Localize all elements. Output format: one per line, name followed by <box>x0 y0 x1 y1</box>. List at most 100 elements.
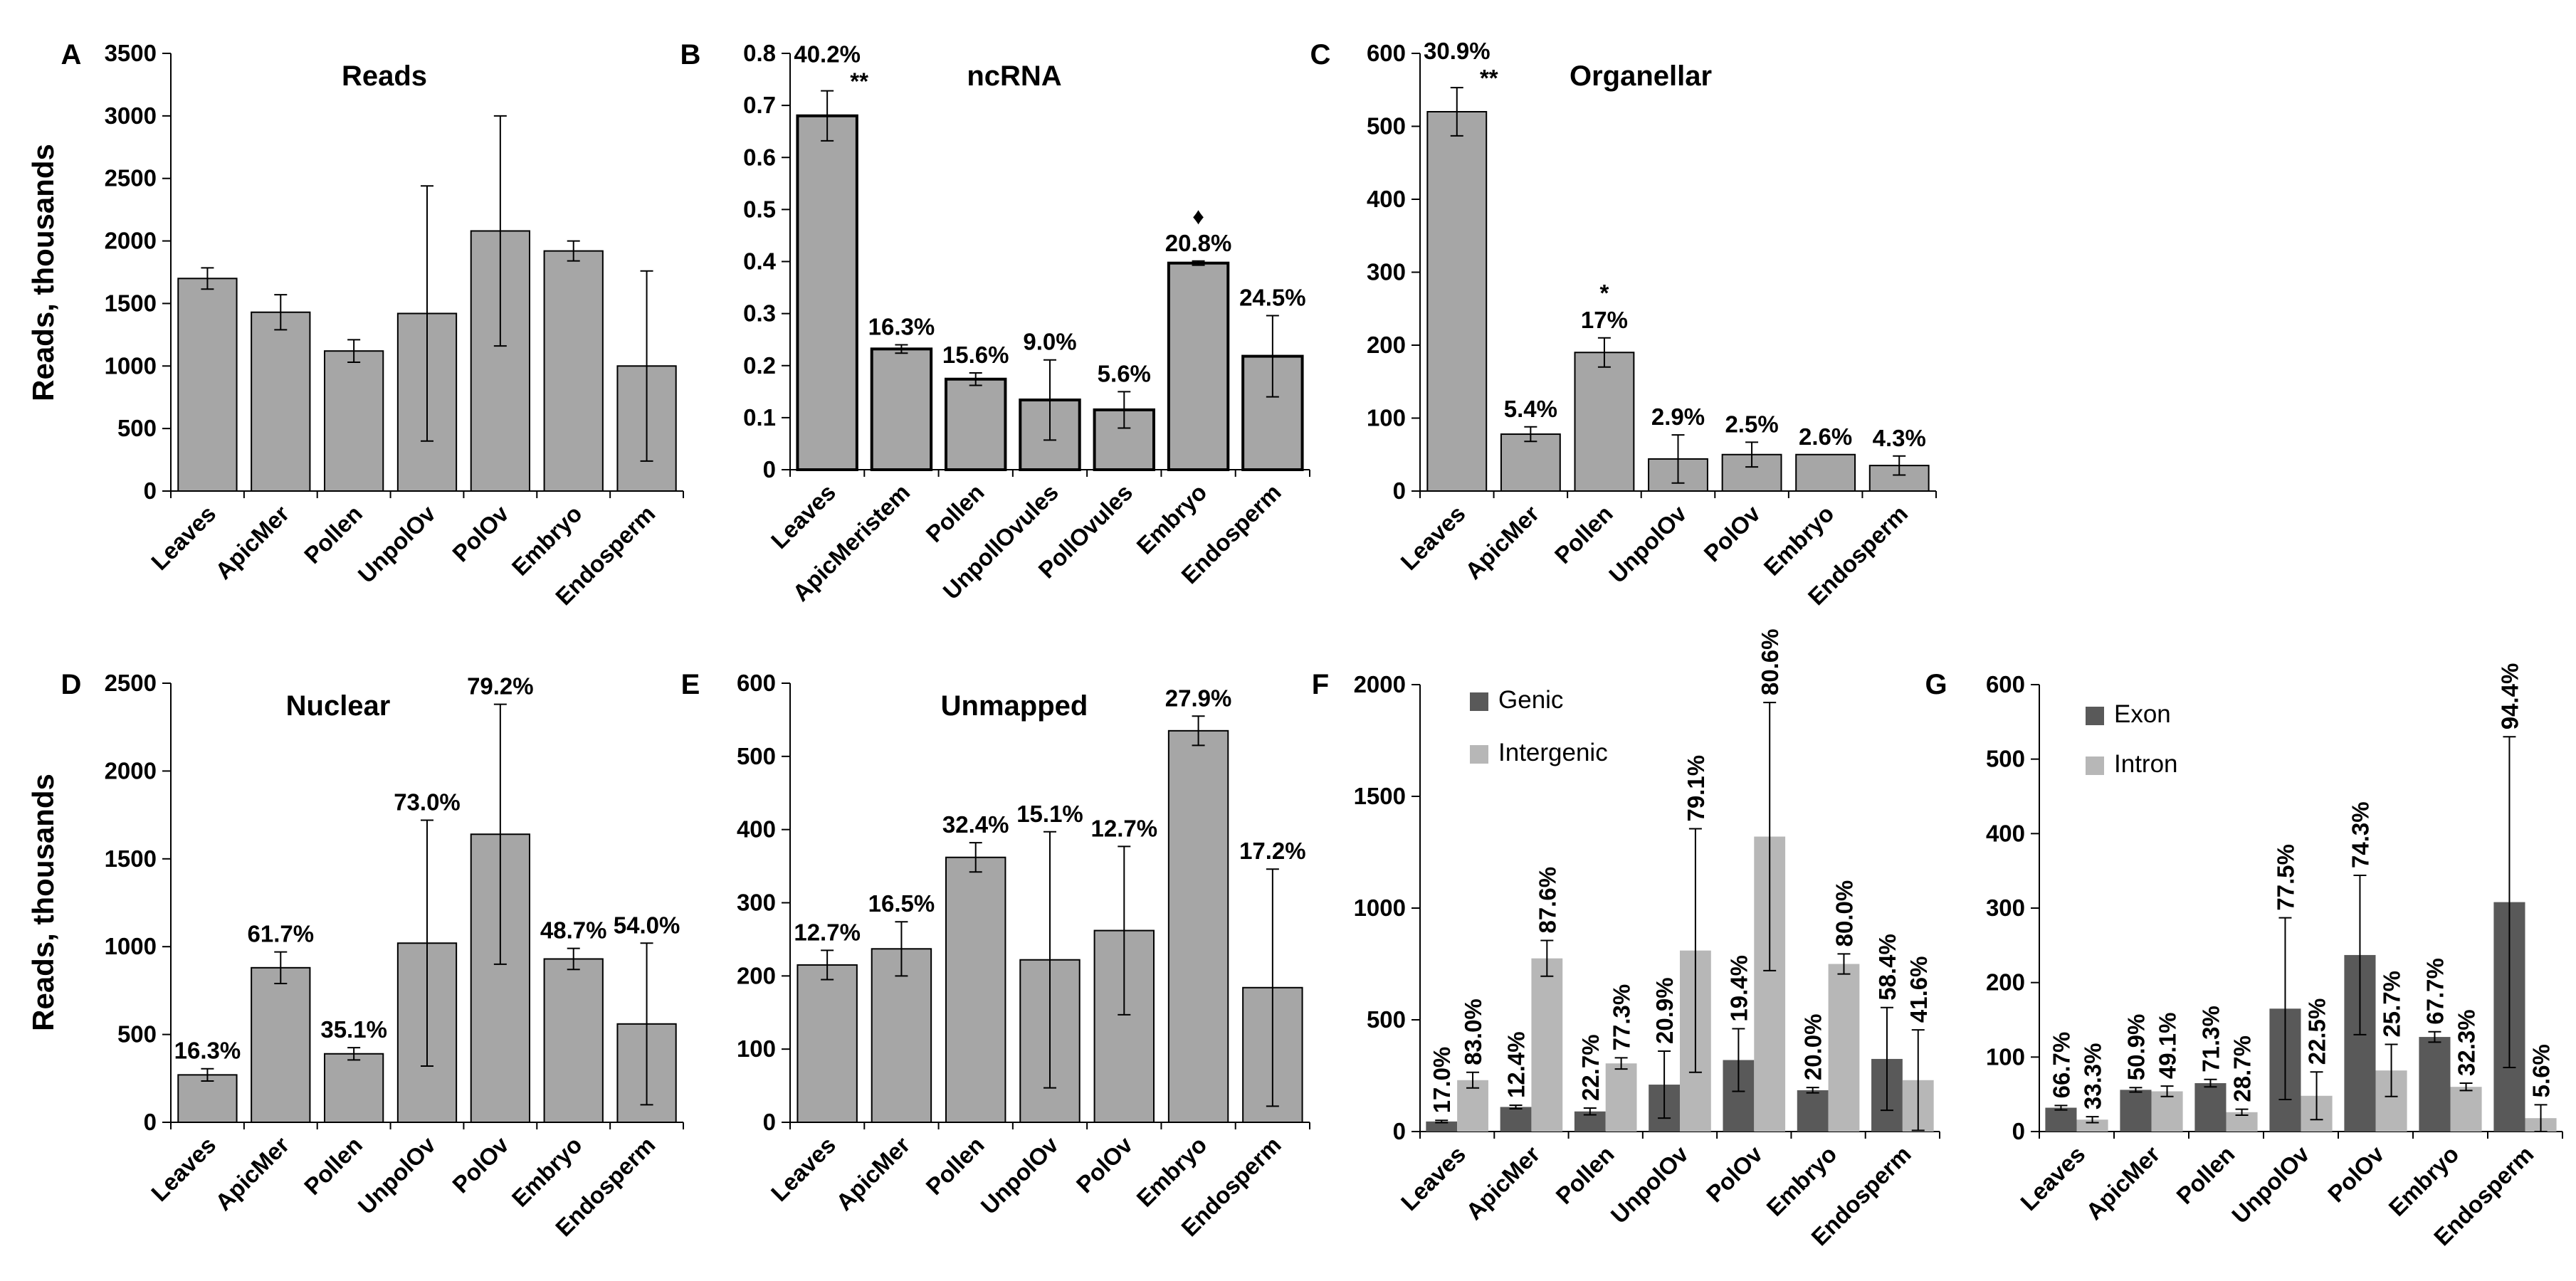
panel-F-bar <box>1426 1121 1458 1132</box>
panel-G-data-label: 71.3% <box>2197 1006 2224 1072</box>
panel-F-data-label: 83.0% <box>1460 998 1486 1065</box>
panel-B-data-label: 5.6% <box>1098 360 1151 386</box>
panel-G-category-label: Leaves <box>2015 1141 2090 1216</box>
panel-C-category-label: PolOv <box>1698 500 1765 566</box>
panel-C-ytick-label: 200 <box>1367 332 1406 358</box>
panel-E-letter: E <box>681 669 700 700</box>
panel-A-ytick-label: 3000 <box>105 102 157 129</box>
panel-D-data-label: 48.7% <box>540 917 607 944</box>
panel-G-ytick-label: 100 <box>1986 1043 2025 1070</box>
panel-G-legend-swatch <box>2086 707 2104 725</box>
panel-E-data-label: 15.1% <box>1016 801 1083 827</box>
panel-G-legend-swatch <box>2086 757 2104 775</box>
panel-G-ytick-label: 0 <box>2012 1118 2025 1144</box>
panel-F-legend-swatch <box>1470 745 1488 764</box>
panel-G-data-label: 94.4% <box>2496 663 2523 730</box>
panel-G-ytick-label: 400 <box>1986 820 2025 846</box>
panel-G-bar <box>2120 1090 2152 1132</box>
panel-D-ytick-label: 2000 <box>105 757 157 784</box>
panel-F-data-label: 79.1% <box>1683 755 1709 822</box>
panel-E-data-label: 12.7% <box>1090 815 1157 841</box>
panel-B-ytick-label: 0.8 <box>743 40 776 66</box>
panel-A-category-label: Pollen <box>299 500 367 569</box>
panel-D-data-label: 35.1% <box>320 1016 387 1043</box>
panel-B-ytick-label: 0.3 <box>743 300 776 327</box>
panel-C-data-label: 17% <box>1581 307 1628 333</box>
panel-F-bar <box>1828 964 1860 1132</box>
panel-A-bar <box>251 311 311 492</box>
panel-B-ytick-label: 0.6 <box>743 144 776 170</box>
panel-B-bar <box>1167 261 1230 471</box>
panel-F-category-label: ApicMer <box>1461 1141 1545 1225</box>
panel-E-data-label: 16.5% <box>868 890 935 917</box>
panel-F-data-label: 80.0% <box>1831 880 1857 947</box>
panel-D-bar <box>324 1053 384 1124</box>
panel-G-data-label: 50.9% <box>2123 1014 2149 1081</box>
panel-B-data-label: 20.8% <box>1165 230 1232 256</box>
panel-B-bar <box>945 377 1007 472</box>
panel-C-data-label: 2.9% <box>1651 404 1705 430</box>
panel-F-data-label: 20.0% <box>1800 1014 1826 1081</box>
panel-A-ytick-label: 2500 <box>105 165 157 191</box>
panel-D-ytick-label: 1000 <box>105 933 157 959</box>
panel-E-bar <box>945 856 1006 1123</box>
panel-E-category-label: Pollen <box>920 1132 989 1200</box>
panel-F-category-label: UnpolOv <box>1606 1140 1694 1228</box>
panel-D-data-label: 79.2% <box>467 673 534 700</box>
panel-C-bar <box>1574 352 1635 492</box>
panel-A-ytick-label: 2000 <box>105 228 157 254</box>
panel-G-letter: G <box>1925 669 1947 700</box>
panel-B-ytick-label: 0.1 <box>743 404 776 431</box>
panel-F-category-label: Leaves <box>1396 1141 1471 1216</box>
panel-G-bar <box>2450 1087 2482 1132</box>
panel-F-bar <box>1605 1063 1637 1132</box>
panel-G-data-label: 33.3% <box>2080 1043 2106 1109</box>
panel-C-data-label: 30.9% <box>1424 38 1491 64</box>
panel-B-data-label: 16.3% <box>868 314 935 340</box>
panel-A-title: Reads <box>342 60 427 92</box>
panel-G-data-label: 28.7% <box>2229 1035 2256 1102</box>
panel-C-category-label: Leaves <box>1395 500 1470 575</box>
panel-G-bar <box>2151 1091 2183 1132</box>
panel-A-category-label: UnpolOv <box>353 500 441 588</box>
panel-F-data-label: 80.6% <box>1757 629 1783 696</box>
panel-G-data-label: 32.3% <box>2454 1009 2480 1076</box>
panel-A-bar <box>324 350 384 492</box>
panel-G-data-label: 66.7% <box>2048 1032 2074 1099</box>
panel-C-ytick-label: 500 <box>1367 113 1406 139</box>
panel-C-bar <box>1500 433 1561 492</box>
panel-B-significance-mark: ** <box>850 68 868 95</box>
panel-C-significance-mark: ** <box>1480 65 1498 91</box>
panel-F-data-label: 20.9% <box>1651 977 1678 1044</box>
panel-D-letter: D <box>61 669 82 700</box>
panel-G-bar <box>2419 1037 2451 1132</box>
panel-F-bar <box>1500 1107 1532 1132</box>
panel-G-data-label: 25.7% <box>2379 971 2405 1038</box>
panel-A-category-label: Leaves <box>146 500 221 575</box>
panel-G-category-label: ApicMer <box>2081 1141 2165 1225</box>
panel-F-category-label: PolOv <box>1701 1140 1768 1207</box>
panel-D-data-label: 16.3% <box>174 1038 241 1064</box>
panel-C-ytick-label: 300 <box>1367 259 1406 285</box>
panel-A-ytick-label: 0 <box>144 478 157 504</box>
panel-D-ytick-label: 500 <box>117 1021 157 1048</box>
panel-D-data-label: 61.7% <box>247 921 314 947</box>
panel-C-title: Organellar <box>1570 60 1712 92</box>
panel-B-letter: B <box>680 39 701 70</box>
panel-B-data-label: 24.5% <box>1239 285 1306 311</box>
panel-F-data-label: 41.6% <box>1905 956 1932 1023</box>
panel-E-bar <box>871 948 932 1124</box>
panel-A-category-label: PolOv <box>447 500 514 566</box>
panel-G-legend-label: Intron <box>2114 750 2178 778</box>
panel-F-bar <box>1531 958 1563 1132</box>
panel-F-legend-label: Intergenic <box>1498 739 1608 766</box>
panel-F-data-label: 58.4% <box>1874 934 1901 1001</box>
panel-E-data-label: 32.4% <box>942 811 1009 838</box>
panel-G-data-label: 74.3% <box>2347 801 2373 868</box>
panel-D-category-label: Leaves <box>146 1132 221 1206</box>
panel-D-data-label: 73.0% <box>394 789 461 816</box>
panel-B-data-label: 15.6% <box>942 342 1009 368</box>
panel-B-ytick-label: 0.5 <box>743 196 776 222</box>
panel-E-data-label: 27.9% <box>1165 685 1232 711</box>
panel-D-ytick-label: 2500 <box>105 670 157 696</box>
